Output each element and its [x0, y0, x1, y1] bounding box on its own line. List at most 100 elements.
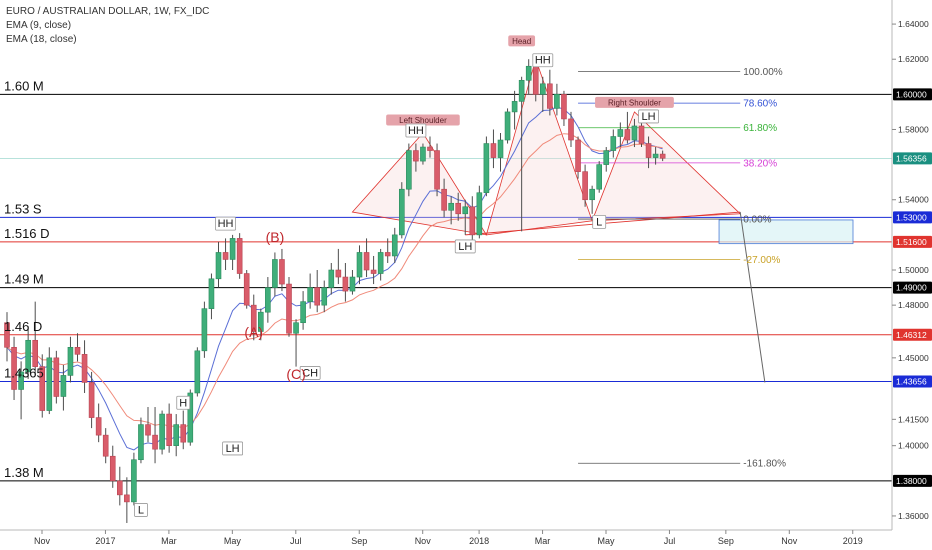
candle[interactable]	[575, 136, 581, 179]
candle[interactable]	[582, 164, 588, 207]
candle[interactable]	[102, 428, 109, 464]
candle[interactable]	[131, 452, 137, 506]
candle[interactable]	[603, 147, 610, 172]
candle[interactable]	[342, 262, 349, 302]
candle[interactable]	[152, 407, 158, 464]
candle[interactable]	[377, 248, 384, 281]
candle[interactable]	[497, 132, 504, 172]
candle[interactable]	[561, 90, 567, 126]
candle[interactable]	[420, 143, 426, 165]
candle[interactable]	[95, 403, 102, 443]
candle[interactable]	[610, 129, 617, 158]
candle[interactable]	[222, 238, 229, 271]
candle[interactable]	[314, 270, 321, 313]
candle[interactable]	[25, 326, 31, 379]
level-badge-label: 1.53000	[896, 212, 927, 222]
candle[interactable]	[307, 273, 313, 309]
candle[interactable]	[272, 252, 278, 297]
candle[interactable]	[81, 340, 88, 393]
candle[interactable]	[483, 136, 490, 197]
candle[interactable]	[659, 150, 666, 162]
candle[interactable]	[398, 182, 405, 239]
candle[interactable]	[511, 90, 518, 130]
candle[interactable]	[455, 192, 462, 221]
candle[interactable]	[265, 277, 271, 323]
candle[interactable]	[370, 255, 377, 285]
candle[interactable]	[568, 111, 574, 148]
candle[interactable]	[215, 241, 222, 288]
candle[interactable]	[589, 185, 595, 214]
candle[interactable]	[624, 111, 631, 144]
candle[interactable]	[335, 248, 342, 285]
candle[interactable]	[476, 185, 483, 239]
candle[interactable]	[518, 76, 525, 232]
candle[interactable]	[18, 361, 24, 420]
candle[interactable]	[243, 270, 250, 309]
candle[interactable]	[138, 417, 144, 464]
candle[interactable]	[201, 301, 208, 358]
candle[interactable]	[391, 227, 398, 263]
candle[interactable]	[547, 69, 553, 116]
candle[interactable]	[462, 199, 469, 235]
candle[interactable]	[74, 333, 81, 362]
candle[interactable]	[32, 301, 39, 376]
candle[interactable]	[60, 364, 67, 411]
candle[interactable]	[250, 294, 257, 341]
candle[interactable]	[180, 410, 187, 450]
candle[interactable]	[67, 336, 74, 383]
candle[interactable]	[286, 277, 292, 337]
candle[interactable]	[490, 129, 497, 169]
candle[interactable]	[406, 143, 412, 197]
candle[interactable]	[448, 196, 454, 225]
candle[interactable]	[229, 234, 236, 271]
candle[interactable]	[427, 136, 433, 158]
candle-layer[interactable]	[4, 59, 666, 523]
candle[interactable]	[124, 477, 130, 523]
candle-body-up	[525, 65, 532, 81]
candle[interactable]	[145, 407, 151, 443]
candle[interactable]	[208, 273, 215, 320]
level-lines	[0, 93, 892, 482]
candle[interactable]	[109, 445, 116, 488]
candle[interactable]	[363, 238, 370, 278]
candle[interactable]	[539, 76, 546, 112]
candle[interactable]	[321, 280, 328, 313]
candle[interactable]	[645, 136, 652, 169]
candle[interactable]	[187, 389, 194, 446]
candle[interactable]	[554, 83, 560, 116]
candle[interactable]	[159, 410, 165, 455]
candle[interactable]	[384, 238, 391, 263]
candle[interactable]	[293, 319, 299, 367]
projection-line	[739, 211, 766, 383]
candle[interactable]	[413, 143, 419, 172]
candle[interactable]	[88, 371, 95, 429]
candle[interactable]	[441, 178, 447, 218]
candle-body-up	[652, 153, 659, 158]
candle[interactable]	[504, 108, 511, 144]
candle[interactable]	[194, 347, 201, 397]
candle[interactable]	[39, 354, 46, 418]
candle[interactable]	[328, 262, 335, 295]
candle[interactable]	[173, 414, 179, 457]
candle[interactable]	[469, 196, 476, 242]
candle[interactable]	[300, 291, 306, 330]
candle[interactable]	[11, 336, 17, 401]
candle[interactable]	[279, 248, 285, 292]
candle[interactable]	[434, 143, 440, 197]
candle[interactable]	[525, 59, 532, 95]
candle[interactable]	[236, 233, 243, 279]
candle[interactable]	[117, 466, 123, 506]
candle[interactable]	[356, 245, 363, 285]
candle[interactable]	[166, 403, 172, 453]
candle[interactable]	[349, 270, 356, 295]
candle[interactable]	[617, 122, 624, 148]
candle[interactable]	[4, 312, 10, 362]
candle[interactable]	[652, 147, 659, 165]
candle[interactable]	[53, 350, 60, 404]
candle[interactable]	[596, 161, 603, 193]
candle[interactable]	[46, 347, 53, 415]
candle[interactable]	[631, 118, 638, 148]
candle[interactable]	[257, 308, 264, 341]
